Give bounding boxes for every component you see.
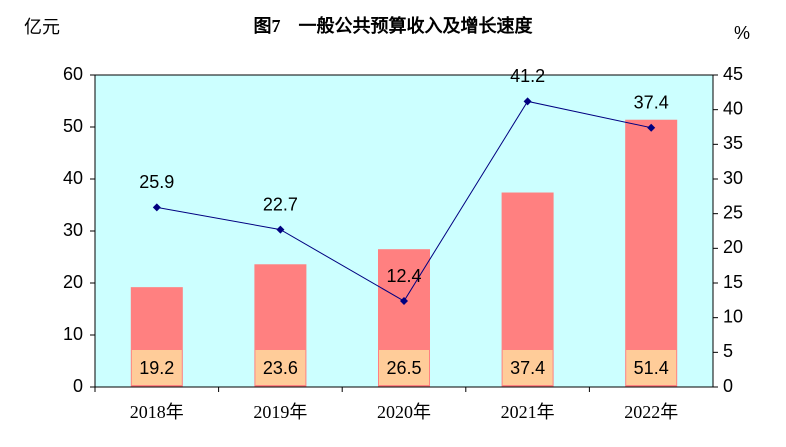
bar: [625, 119, 678, 387]
line-marker: [152, 203, 161, 212]
line-marker: [523, 97, 532, 106]
y-tick-label: 60: [63, 64, 83, 84]
plot-border: [94, 74, 714, 388]
bar-value-label: 19.2: [139, 358, 174, 378]
y2-tick-label: 0: [723, 376, 733, 396]
line-value-label: 41.2: [510, 66, 545, 86]
line-marker: [276, 225, 285, 234]
line-value-label: 12.4: [386, 266, 421, 286]
y2-tick-label: 45: [723, 64, 743, 84]
y2-tick-label: 35: [723, 133, 743, 153]
line-value-label: 37.4: [634, 92, 669, 112]
y2-tick-label: 20: [723, 237, 743, 257]
y-tick-label: 30: [63, 220, 83, 240]
y-tick-label: 10: [63, 324, 83, 344]
x-tick-label: 2021年: [501, 402, 555, 422]
line-marker: [400, 297, 408, 306]
x-tick-label: 2018年: [130, 402, 184, 422]
line-value-label: 25.9: [139, 172, 174, 192]
x-tick-label: 2020年: [377, 402, 431, 422]
bar-label-box: [626, 350, 677, 385]
x-tick-label: 2019年: [253, 402, 307, 422]
bar-label-box: [131, 350, 182, 385]
bar-value-label: 51.4: [634, 358, 669, 378]
y-tick-label: 0: [73, 376, 83, 396]
y2-axis-label: %: [734, 23, 750, 43]
bar-value-label: 37.4: [510, 358, 545, 378]
y2-tick-label: 15: [723, 272, 743, 292]
bar-value-label: 23.6: [263, 358, 298, 378]
line-value-label: 22.7: [263, 194, 298, 214]
y2-tick-label: 10: [723, 306, 743, 326]
y-axis-label: 亿元: [24, 17, 60, 37]
y2-tick-label: 25: [723, 202, 743, 222]
y-tick-label: 40: [63, 168, 83, 188]
y-tick-label: 20: [63, 272, 83, 292]
y2-tick-label: 30: [723, 168, 743, 188]
bar-value-label: 26.5: [386, 358, 421, 378]
bar-label-box: [502, 350, 553, 385]
x-tick-label: 2022年: [624, 402, 678, 422]
y-tick-label: 50: [63, 116, 83, 136]
bar-label-box: [255, 350, 306, 385]
line-marker: [647, 123, 656, 132]
chart-title: 图7 一般公共预算收入及增长速度: [254, 15, 534, 36]
y2-tick-label: 40: [723, 98, 743, 118]
y2-tick-label: 5: [723, 341, 733, 361]
bar-label-box: [379, 350, 429, 385]
